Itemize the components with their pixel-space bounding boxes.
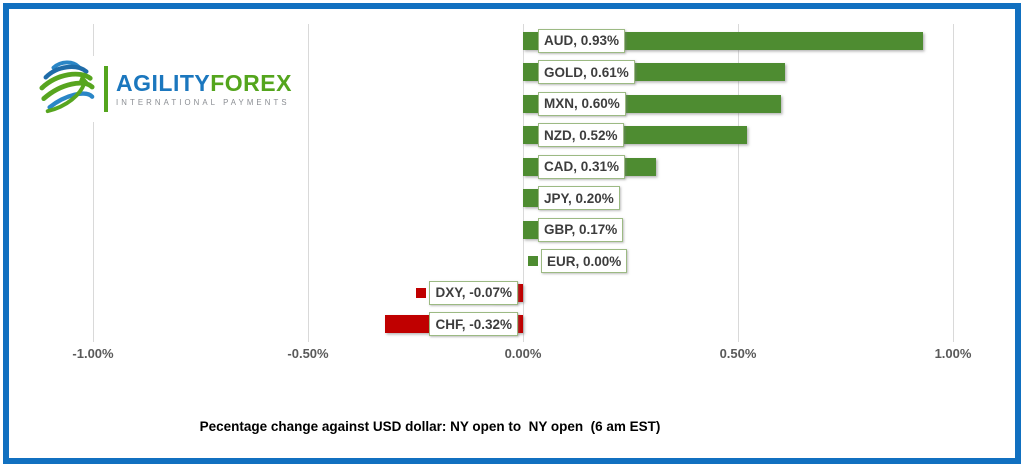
gridline — [738, 24, 739, 342]
data-label-jpy: JPY, 0.20% — [538, 186, 620, 211]
logo-tagline: INTERNATIONAL PAYMENTS — [116, 98, 290, 107]
logo-text: AGILITYFOREX INTERNATIONAL PAYMENTS — [116, 71, 292, 107]
gridline — [93, 24, 94, 342]
data-label-row-eur: EUR, 0.00% — [528, 249, 628, 274]
gridline — [523, 24, 524, 342]
x-tick-label: 0.50% — [719, 346, 757, 361]
x-tick-label: 1.00% — [934, 346, 972, 361]
x-tick-label: -1.00% — [72, 346, 114, 361]
data-label-dxy: DXY, -0.07% — [429, 280, 518, 305]
logo-brand-name: AGILITYFOREX — [116, 71, 292, 95]
data-label-gold: GOLD, 0.61% — [538, 60, 635, 85]
data-label-row-nzd: NZD, 0.52% — [538, 123, 624, 148]
data-label-row-aud: AUD, 0.93% — [538, 28, 626, 53]
data-label-cad: CAD, 0.31% — [538, 154, 626, 179]
data-label-row-cad: CAD, 0.31% — [538, 154, 626, 179]
agilityforex-logo: AGILITYFOREX INTERNATIONAL PAYMENTS — [36, 56, 306, 122]
logo-brand-primary: AGILITY — [116, 70, 211, 96]
data-label-row-mxn: MXN, 0.60% — [538, 91, 626, 116]
data-label-row-gold: GOLD, 0.61% — [538, 60, 635, 85]
data-label-aud: AUD, 0.93% — [538, 28, 626, 53]
data-label-mxn: MXN, 0.60% — [538, 91, 626, 116]
legend-key-dxy — [416, 287, 427, 298]
globe-arrow-icon — [36, 58, 98, 121]
data-label-chf: CHF, -0.32% — [429, 312, 518, 337]
gridline — [308, 24, 309, 342]
legend-key-eur — [528, 256, 538, 267]
logo-brand-secondary: FOREX — [210, 70, 292, 96]
data-label-gbp: GBP, 0.17% — [538, 217, 624, 242]
logo-separator — [104, 66, 108, 112]
data-label-eur: EUR, 0.00% — [541, 249, 628, 274]
data-label-row-jpy: JPY, 0.20% — [538, 186, 620, 211]
data-label-row-gbp: GBP, 0.17% — [538, 217, 624, 242]
data-label-nzd: NZD, 0.52% — [538, 123, 624, 148]
x-tick-label: 0.00% — [504, 346, 542, 361]
data-label-row-chf: CHF, -0.32% — [429, 312, 518, 337]
gridline — [953, 24, 954, 342]
chart-title: Pecentage change against USD dollar: NY … — [199, 419, 661, 434]
data-label-row-dxy: DXY, -0.07% — [416, 280, 518, 305]
x-tick-label: -0.50% — [287, 346, 329, 361]
